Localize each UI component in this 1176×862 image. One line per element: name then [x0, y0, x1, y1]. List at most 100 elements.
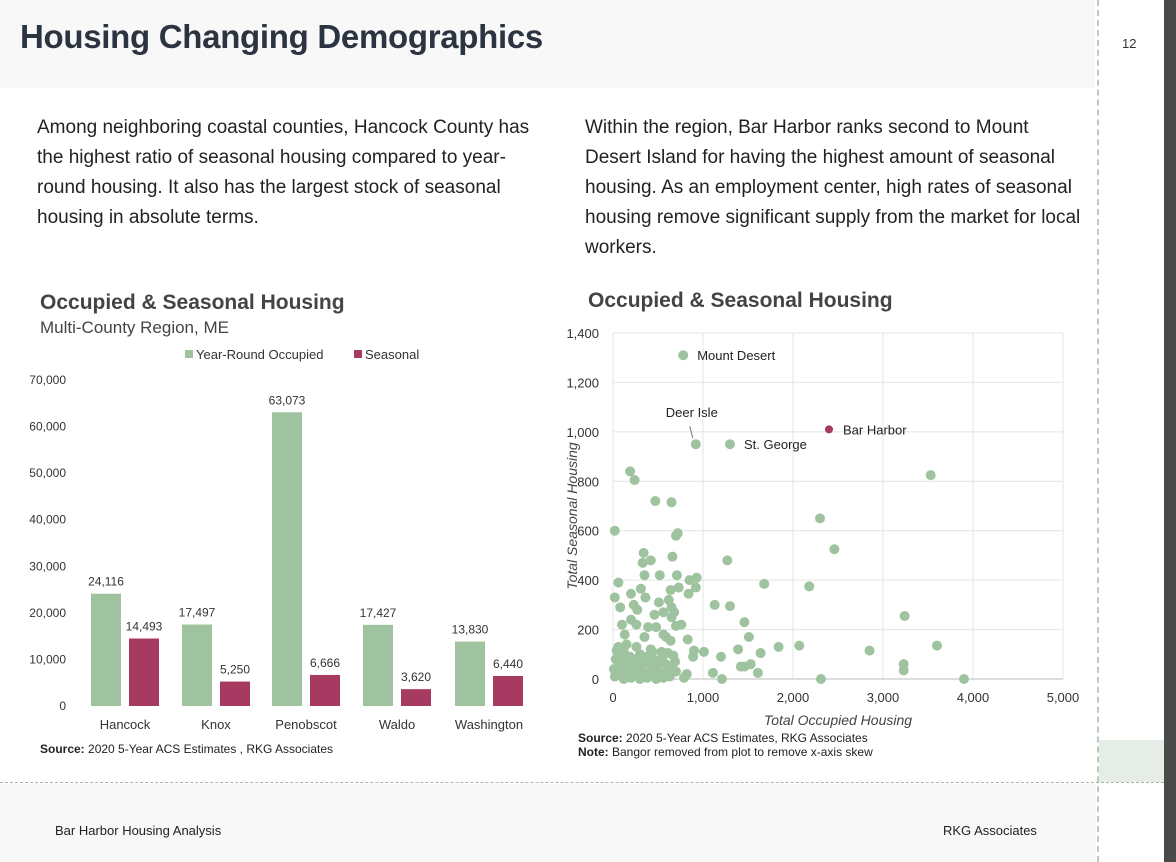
scatter-point [752, 667, 763, 678]
y-tick-label: 0 [59, 699, 66, 713]
scatter-point [864, 645, 875, 656]
scatter-point [609, 671, 620, 682]
scatter-point [626, 588, 636, 599]
bar-occupied [272, 412, 302, 706]
window-edge [1164, 0, 1176, 862]
footer-right: RKG Associates [943, 823, 1037, 838]
scatter-point [743, 631, 754, 642]
bar-seasonal [493, 676, 523, 706]
scatter-point [683, 588, 694, 599]
scatter-point [722, 555, 733, 566]
scatter-point [617, 619, 627, 630]
scatter-point [794, 640, 805, 651]
scatter-point [665, 635, 676, 646]
scatter-point [635, 583, 646, 594]
x-tick-label: 4,000 [957, 690, 990, 705]
point-label: St. George [744, 437, 807, 452]
x-tick-label: 1,000 [687, 690, 720, 705]
data-label: 6,440 [493, 657, 523, 671]
scatter-point [656, 646, 667, 657]
scatter-point [643, 622, 654, 633]
scatter-point [673, 582, 684, 593]
accent-box [1099, 740, 1164, 782]
scatter-point [670, 656, 681, 667]
scatter-point [639, 631, 650, 642]
scatter-point [653, 597, 664, 608]
bar-seasonal [220, 681, 250, 706]
header-band [0, 0, 1095, 88]
scatter-point [733, 644, 744, 655]
y-tick-label: 1,400 [566, 326, 599, 341]
scatter-point [690, 582, 701, 593]
scatter-point [755, 648, 766, 659]
x-tick-label: 0 [609, 690, 616, 705]
scatter-point [671, 570, 682, 581]
x-category-label: Waldo [379, 717, 415, 732]
scatter-point [688, 651, 699, 662]
data-label: 6,666 [310, 656, 340, 670]
scatter-point [621, 639, 632, 650]
bar-seasonal [129, 638, 159, 706]
scatter-point [671, 666, 681, 677]
data-label: 13,830 [452, 623, 489, 637]
scatter-point [640, 592, 651, 603]
legend-swatch-seasonal [354, 350, 362, 358]
scatter-point [679, 672, 690, 683]
scatter-point [707, 667, 718, 678]
scatter-point [666, 612, 677, 623]
scatter-point [631, 641, 642, 652]
point-label: Mount Desert [697, 348, 775, 363]
y-tick-label: 40,000 [29, 513, 66, 527]
vertical-divider [1097, 0, 1099, 862]
bar-occupied [182, 624, 212, 706]
y-tick-label: 400 [577, 573, 599, 588]
footer-left: Bar Harbor Housing Analysis [55, 823, 222, 838]
scatter-point [618, 674, 629, 684]
scatter-point [619, 629, 630, 640]
x-axis-label: Total Occupied Housing [764, 712, 912, 728]
y-tick-label: 1,000 [566, 425, 599, 440]
scatter-point [716, 674, 727, 684]
data-label: 63,073 [269, 393, 306, 407]
scatter-point [759, 578, 770, 589]
y-tick-label: 70,000 [29, 373, 66, 387]
bar-chart-source: Source: 2020 5-Year ACS Estimates , RKG … [40, 742, 333, 756]
scatter-point [925, 470, 936, 481]
bar-chart-subtitle: Multi-County Region, ME [40, 318, 229, 337]
y-tick-label: 50,000 [29, 466, 66, 480]
x-category-label: Penobscot [275, 717, 337, 732]
source-label: Source: [578, 731, 623, 745]
scatter-point [635, 674, 645, 684]
data-label: 5,250 [220, 663, 250, 677]
leader-line [689, 426, 694, 439]
y-tick-label: 1,200 [566, 375, 599, 390]
y-tick-label: 30,000 [29, 559, 66, 573]
scatter-point [804, 581, 815, 592]
scatter-point [829, 544, 840, 555]
scatter-point [613, 577, 624, 588]
scatter-point [667, 551, 678, 562]
scatter-point [609, 525, 620, 536]
data-label: 17,497 [179, 606, 216, 620]
bar-chart-title: Occupied & Seasonal Housing [40, 291, 345, 314]
data-label: 24,116 [88, 575, 124, 589]
scatter-point [609, 592, 620, 603]
scatter-point [637, 557, 648, 568]
source-text: 2020 5-Year ACS Estimates , RKG Associat… [84, 742, 334, 756]
scatter-point [632, 604, 643, 615]
source-text: 2020 5-Year ACS Estimates, RKG Associate… [622, 731, 868, 745]
point-label: Bar Harbor [843, 422, 907, 437]
scatter-point-labeled [825, 425, 833, 434]
x-tick-label: 3,000 [867, 690, 900, 705]
scatter-point [651, 674, 662, 684]
page-number: 12 [1122, 36, 1137, 51]
scatter-note: Note: Bangor removed from plot to remove… [578, 745, 873, 759]
scatter-point [709, 599, 720, 610]
x-category-label: Knox [201, 717, 231, 732]
data-label: 14,493 [126, 620, 163, 634]
scatter-point [613, 641, 624, 652]
legend-label-seasonal: Seasonal [365, 347, 419, 362]
point-label: Deer Isle [666, 405, 718, 420]
note-text: Bangor removed from plot to remove x-axi… [608, 745, 873, 759]
scatter-point-labeled [678, 350, 689, 361]
